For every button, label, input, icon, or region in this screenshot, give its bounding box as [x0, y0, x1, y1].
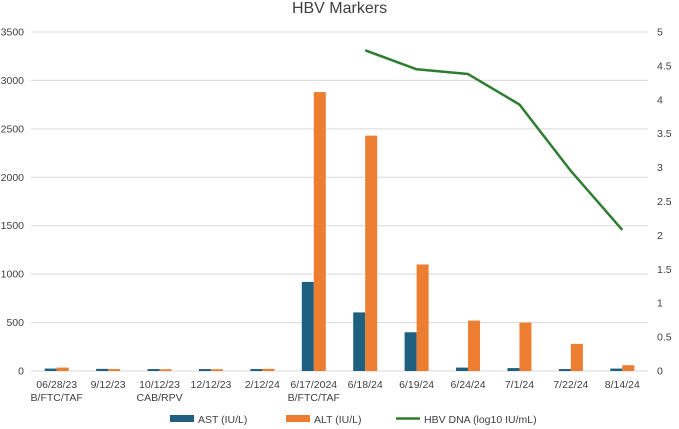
- right-tick-label: 1: [657, 298, 663, 310]
- left-axis: 0 500 1000 1500 2000 2500 3000 3500: [1, 27, 25, 378]
- legend-label: HBV DNA (log10 IU/mL): [424, 414, 537, 426]
- bars: [44, 92, 635, 372]
- legend-label: AST (IU/L): [198, 414, 247, 426]
- right-tick-label: 3: [657, 162, 663, 174]
- alt-bar: [622, 365, 635, 371]
- alt-bar: [210, 369, 223, 371]
- category-label: B/FTC/TAF: [288, 392, 340, 404]
- legend-label: ALT (IU/L): [314, 414, 361, 426]
- ast-bar: [96, 368, 109, 371]
- left-tick-label: 2000: [1, 172, 25, 184]
- ast-bar: [250, 369, 263, 371]
- left-tick-label: 2500: [1, 123, 25, 135]
- alt-bar: [468, 320, 481, 371]
- alt-bar: [365, 135, 378, 371]
- category-label: 6/18/24: [348, 379, 383, 391]
- right-tick-label: 1.5: [657, 264, 672, 276]
- right-axis: 0 0.5 1 1.5 2 2.5 3 3.5 4 4.5 5: [657, 27, 672, 378]
- ast-bar: [301, 281, 314, 371]
- alt-bar: [108, 369, 121, 371]
- category-label: 06/28/23: [36, 379, 77, 391]
- ast-bar: [44, 368, 57, 371]
- ast-bar: [507, 368, 520, 371]
- category-label: B/FTC/TAF: [31, 392, 83, 404]
- right-tick-label: 5: [657, 27, 663, 39]
- hbv-dna-series-line: [364, 49, 624, 231]
- ast-bar: [610, 368, 623, 371]
- category-label: 9/12/23: [91, 379, 126, 391]
- alt-bar: [313, 92, 326, 372]
- alt-bar: [159, 369, 172, 371]
- alt-bar: [262, 368, 275, 371]
- alt-bar: [570, 343, 583, 371]
- ast-bar: [558, 369, 571, 371]
- left-tick-label: 500: [6, 317, 24, 329]
- category-label: 10/12/23: [139, 379, 180, 391]
- right-tick-label: 4: [657, 94, 663, 106]
- left-tick-label: 0: [18, 366, 24, 378]
- left-tick-label: 1500: [1, 220, 25, 232]
- left-tick-label: 3500: [1, 27, 25, 39]
- category-label: 2/12/24: [245, 379, 280, 391]
- ast-bar: [404, 332, 417, 371]
- category-label: 7/22/24: [553, 379, 588, 391]
- ast-bar: [198, 369, 211, 371]
- left-tick-label: 1000: [1, 269, 25, 281]
- ast-bar: [353, 312, 366, 371]
- gridlines: [31, 31, 648, 372]
- legend-swatch: [170, 415, 194, 422]
- right-tick-label: 3.5: [657, 128, 672, 140]
- right-tick-label: 0.5: [657, 332, 672, 344]
- alt-bar: [519, 322, 532, 371]
- alt-bar: [416, 264, 429, 371]
- category-label: 7/1/24: [505, 379, 534, 391]
- right-tick-label: 2: [657, 230, 663, 242]
- category-label: 8/14/24: [605, 379, 640, 391]
- legend: AST (IU/L) ALT (IU/L) HBV DNA (log10 IU/mL…: [170, 414, 537, 426]
- category-label: 6/24/24: [451, 379, 486, 391]
- hbv-dna-line: [364, 49, 624, 231]
- category-label: 12/12/23: [191, 379, 232, 391]
- right-tick-label: 4.5: [657, 60, 672, 72]
- ast-bar: [147, 369, 160, 371]
- right-tick-label: 0: [657, 366, 663, 378]
- left-tick-label: 3000: [1, 75, 25, 87]
- category-label: 6/17/2024: [290, 379, 337, 391]
- right-tick-label: 2.5: [657, 196, 672, 208]
- alt-bar: [56, 367, 69, 371]
- legend-swatch: [286, 415, 310, 422]
- category-label: 6/19/24: [399, 379, 434, 391]
- ast-bar: [456, 367, 469, 371]
- category-label: CAB/RPV: [136, 392, 182, 404]
- chart-title: HBV Markers: [292, 0, 387, 17]
